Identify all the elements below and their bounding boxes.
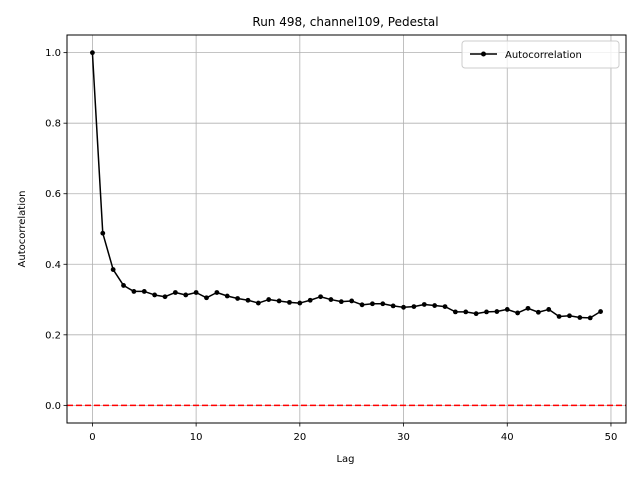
data-point xyxy=(432,303,438,308)
y-axis-label: Autocorrelation xyxy=(17,191,28,268)
data-point xyxy=(100,230,106,236)
x-tick-label: 50 xyxy=(605,432,618,443)
y-tick-label: 0.0 xyxy=(45,401,61,412)
x-tick-label: 40 xyxy=(501,432,514,443)
data-point xyxy=(204,295,209,301)
data-point xyxy=(390,303,396,309)
data-point xyxy=(349,298,355,304)
data-point xyxy=(504,307,510,312)
x-tick-label: 10 xyxy=(190,432,203,443)
legend-box xyxy=(461,40,620,69)
legend: Autocorrelation xyxy=(461,40,620,69)
data-point xyxy=(338,299,344,305)
data-point xyxy=(90,50,95,56)
data-point xyxy=(121,283,126,288)
data-point xyxy=(266,297,272,302)
data-point xyxy=(401,304,406,310)
data-point xyxy=(546,307,552,312)
data-point xyxy=(255,300,261,306)
legend-label: Autocorrelation xyxy=(505,50,582,61)
data-point xyxy=(577,315,583,320)
data-point xyxy=(494,309,500,314)
data-point xyxy=(598,309,603,314)
data-point xyxy=(421,302,427,307)
y-tick-label: 0.6 xyxy=(45,189,61,200)
data-point xyxy=(152,292,158,298)
data-point xyxy=(276,298,282,304)
data-point xyxy=(473,311,479,317)
data-point xyxy=(162,294,168,300)
x-axis-ticks: 0 10 20 30 40 50 xyxy=(89,423,617,443)
data-point xyxy=(214,290,220,295)
y-tick-label: 0.2 xyxy=(45,330,61,341)
data-point xyxy=(587,315,593,321)
x-axis-label: Lag xyxy=(336,454,354,465)
data-point xyxy=(287,299,292,305)
x-tick-label: 0 xyxy=(89,432,95,443)
data-point xyxy=(245,297,251,303)
data-point xyxy=(484,309,489,315)
data-point xyxy=(307,297,313,303)
data-point xyxy=(380,301,386,307)
data-point xyxy=(452,309,458,315)
data-point xyxy=(224,293,230,299)
data-point xyxy=(535,309,541,315)
data-point xyxy=(442,304,448,309)
y-tick-label: 0.4 xyxy=(45,260,61,271)
data-point xyxy=(359,302,365,308)
y-tick-label: 0.8 xyxy=(45,119,61,130)
data-point xyxy=(172,290,178,295)
y-axis-ticks: 0.0 0.2 0.4 0.6 0.8 1.0 xyxy=(45,48,67,412)
data-point xyxy=(370,301,375,307)
data-point xyxy=(463,309,469,315)
x-tick-label: 30 xyxy=(397,432,410,443)
data-point xyxy=(131,289,137,294)
data-point xyxy=(556,314,562,319)
data-point xyxy=(183,292,189,298)
plot-area-frame xyxy=(66,34,627,424)
chart-title: Run 498, channel109, Pedestal xyxy=(252,15,438,29)
data-point xyxy=(235,296,241,301)
data-point xyxy=(525,305,531,311)
data-point xyxy=(328,297,334,302)
data-point xyxy=(193,290,199,295)
data-point xyxy=(515,310,521,316)
series-layer xyxy=(90,50,603,321)
legend-marker-sample xyxy=(481,51,486,57)
data-point xyxy=(318,294,323,300)
data-point xyxy=(567,313,572,319)
y-tick-label: 1.0 xyxy=(45,48,61,59)
data-point xyxy=(411,304,417,309)
x-tick-label: 20 xyxy=(293,432,306,443)
data-point xyxy=(297,300,303,306)
data-point xyxy=(110,267,116,272)
data-point xyxy=(141,289,147,294)
